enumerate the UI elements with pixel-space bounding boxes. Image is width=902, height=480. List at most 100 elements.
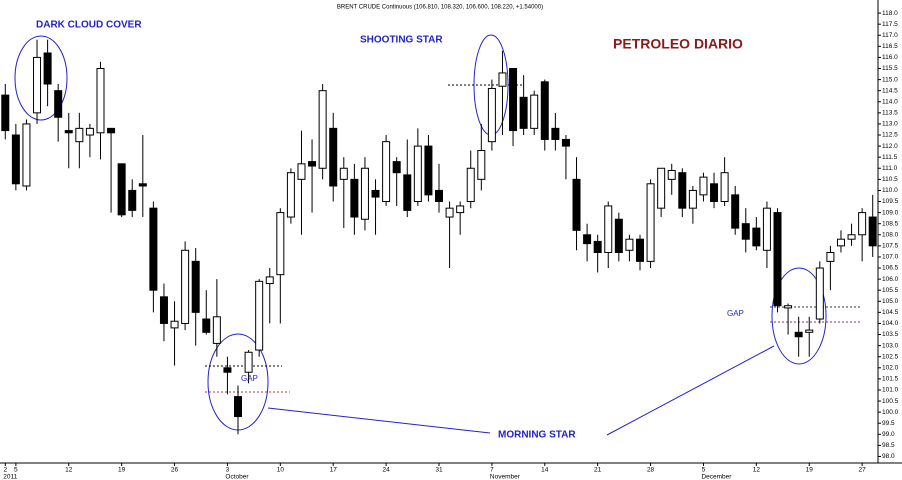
candle-body — [805, 329, 814, 333]
y-tick-label: 113.5 — [882, 110, 898, 117]
annotation: DARK CLOUD COVER — [36, 20, 142, 31]
x-tick-label: 10 — [277, 467, 285, 474]
candle-body — [847, 234, 856, 240]
y-tick-label: 112.5 — [882, 132, 898, 139]
candle-body — [583, 234, 592, 245]
candle-body — [85, 127, 94, 136]
candle-body — [75, 127, 84, 143]
y-tick-label: 101.0 — [882, 387, 899, 394]
y-tick-label: 116.5 — [882, 43, 898, 50]
candle-body — [424, 145, 433, 196]
y-tick-label: 115.5 — [882, 65, 898, 72]
month-label: December — [701, 474, 732, 480]
candle-body — [11, 134, 20, 185]
candle-body — [646, 183, 655, 262]
x-tick-label: 19 — [118, 467, 126, 474]
y-tick-label: 117.0 — [882, 32, 898, 39]
y-tick-label: 105.5 — [882, 287, 899, 294]
candle-body — [466, 167, 475, 203]
month-label: November — [490, 474, 521, 480]
y-tick-label: 104.5 — [882, 309, 899, 316]
candle-body — [159, 296, 168, 324]
candle-body — [382, 141, 391, 203]
y-tick-label: 109.0 — [882, 209, 899, 216]
candle-body — [752, 227, 761, 247]
y-tick-label: 99.5 — [882, 420, 895, 427]
y-tick-label: 111.0 — [882, 165, 898, 172]
y-tick-label: 107.5 — [882, 243, 899, 250]
y-tick-label: 110.0 — [882, 187, 898, 194]
candle-body — [350, 178, 359, 218]
x-tick-label: 5 — [702, 467, 706, 474]
y-tick-label: 110.5 — [882, 176, 898, 183]
candle-body — [244, 351, 253, 373]
candle-body — [784, 305, 793, 309]
candle-body — [561, 138, 570, 147]
candle-body — [593, 240, 602, 254]
ellipse — [14, 35, 68, 121]
y-tick-label: 99.0 — [882, 431, 895, 438]
y-tick-label: 100.0 — [882, 409, 899, 416]
candle-body — [445, 207, 454, 218]
candle-body — [815, 267, 824, 320]
candle-body — [403, 174, 412, 211]
annotation: GAP — [241, 374, 258, 383]
candle-body — [117, 163, 126, 216]
candle-body — [33, 56, 42, 114]
y-tick-label: 106.0 — [882, 276, 899, 283]
y-tick-label: 101.5 — [882, 376, 899, 383]
x-tick-label: 24 — [382, 467, 390, 474]
y-tick-label: 103.0 — [882, 342, 899, 349]
candle-body — [657, 167, 666, 209]
candle-body — [181, 249, 190, 324]
y-tick-label: 114.5 — [882, 87, 898, 94]
candle-body — [360, 167, 369, 220]
y-tick-label: 112.0 — [882, 143, 898, 150]
candle-body — [170, 320, 179, 329]
y-tick-label: 107.0 — [882, 254, 899, 261]
candle-body — [667, 169, 676, 180]
y-tick-label: 115.0 — [882, 76, 898, 83]
candle-body — [413, 145, 422, 203]
candle-body — [688, 189, 697, 209]
y-tick-label: 102.0 — [882, 365, 899, 372]
candle-body — [794, 331, 803, 338]
x-tick-label: 26 — [171, 467, 179, 474]
candle-body — [202, 318, 211, 333]
candle-body — [149, 207, 158, 291]
y-tick-label: 113.0 — [882, 121, 898, 128]
candle-body — [212, 316, 221, 344]
x-tick-label: 27 — [859, 467, 867, 474]
y-tick-label: 105.0 — [882, 298, 899, 305]
x-tick-label: 2 — [3, 467, 7, 474]
annotation: SHOOTING STAR — [360, 35, 443, 46]
x-tick-label: 7 — [490, 467, 494, 474]
chart-subtitle: BRENT CRUDE Continuous (106.810, 108.320… — [337, 5, 543, 11]
candle-body — [223, 367, 232, 373]
candle-body — [762, 207, 771, 251]
candle-body — [625, 238, 634, 251]
candle-body — [635, 238, 644, 262]
pointer-line — [606, 345, 775, 436]
y-tick-label: 109.5 — [882, 198, 899, 205]
candle-body — [604, 205, 613, 254]
candle-body — [318, 90, 327, 169]
candle-body — [741, 223, 750, 240]
candle-body — [699, 176, 708, 196]
candle-body — [731, 194, 740, 229]
candle-body — [836, 238, 845, 247]
candle-body — [371, 189, 380, 198]
candle-body — [308, 161, 317, 167]
y-tick-label: 118.0 — [882, 10, 898, 17]
candle-body — [329, 127, 338, 187]
y-tick-label: 117.5 — [882, 21, 898, 28]
x-tick-label: 21 — [594, 467, 602, 474]
highlights — [14, 34, 827, 436]
candle-body — [1, 94, 10, 132]
y-tick-label: 108.5 — [882, 220, 899, 227]
x-tick-label: 17 — [330, 467, 338, 474]
candle-body — [286, 172, 295, 218]
candle-body — [234, 396, 243, 418]
candle-body — [96, 68, 105, 134]
